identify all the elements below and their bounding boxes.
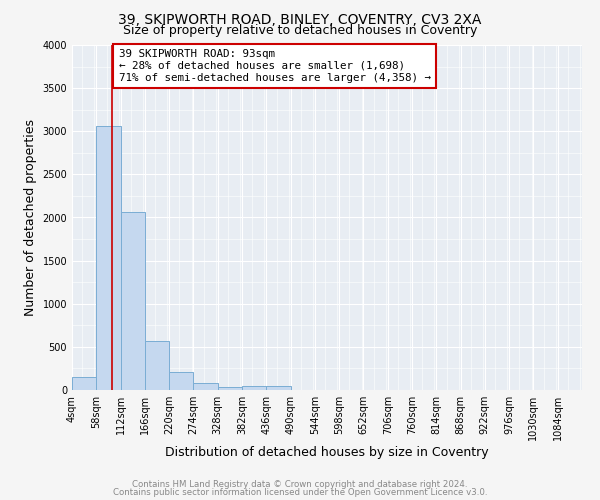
Bar — [72, 377, 96, 390]
Bar — [193, 383, 218, 390]
Bar — [145, 341, 169, 390]
Bar — [242, 386, 266, 390]
Text: Contains public sector information licensed under the Open Government Licence v3: Contains public sector information licen… — [113, 488, 487, 497]
Bar — [96, 126, 121, 390]
Text: Contains HM Land Registry data © Crown copyright and database right 2024.: Contains HM Land Registry data © Crown c… — [132, 480, 468, 489]
Bar — [121, 212, 145, 390]
Text: 39, SKIPWORTH ROAD, BINLEY, COVENTRY, CV3 2XA: 39, SKIPWORTH ROAD, BINLEY, COVENTRY, CV… — [118, 12, 482, 26]
Bar — [218, 386, 242, 390]
Text: 39 SKIPWORTH ROAD: 93sqm
← 28% of detached houses are smaller (1,698)
71% of sem: 39 SKIPWORTH ROAD: 93sqm ← 28% of detach… — [119, 50, 431, 82]
Y-axis label: Number of detached properties: Number of detached properties — [24, 119, 37, 316]
Text: Size of property relative to detached houses in Coventry: Size of property relative to detached ho… — [123, 24, 477, 37]
X-axis label: Distribution of detached houses by size in Coventry: Distribution of detached houses by size … — [165, 446, 489, 458]
Bar — [169, 372, 193, 390]
Bar — [266, 386, 290, 390]
